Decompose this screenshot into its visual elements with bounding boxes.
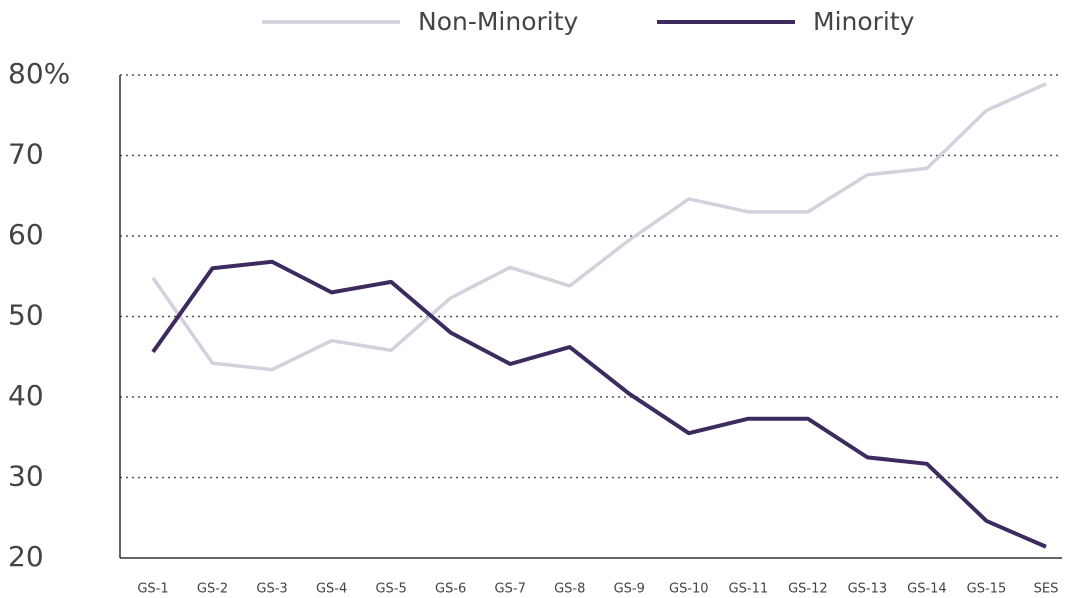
x-tick-label: GS-15: [967, 582, 1007, 597]
legend-label: Non-Minority: [418, 7, 579, 36]
x-tick-label: GS-13: [848, 582, 888, 597]
x-tick-label: GS-12: [788, 582, 828, 597]
y-tick-label: 50: [8, 299, 44, 332]
x-tick-label: GS-11: [729, 582, 769, 597]
legend-label: Minority: [813, 7, 915, 36]
x-tick-label: GS-8: [554, 582, 585, 597]
x-tick-label: GS-6: [435, 582, 466, 597]
x-tick-label: GS-9: [614, 582, 645, 597]
x-tick-label: GS-14: [907, 582, 947, 597]
x-tick-label: GS-5: [375, 582, 406, 597]
y-tick-label: 20: [8, 540, 44, 573]
y-tick-label: 40: [8, 379, 44, 412]
x-tick-label: SES: [1034, 582, 1059, 597]
y-tick-label: 60: [8, 218, 44, 251]
series-line: [151, 82, 1047, 372]
y-tick-label: 70: [8, 138, 44, 171]
x-tick-label: GS-10: [669, 582, 709, 597]
x-tick-label: GS-2: [197, 582, 228, 597]
x-tick-label: GS-3: [256, 582, 287, 597]
x-tick-label: GS-7: [495, 582, 526, 597]
series-line: [151, 259, 1047, 549]
x-tick-label: GS-4: [316, 582, 347, 597]
y-tick-label: 80%: [8, 57, 70, 90]
x-tick-label: GS-1: [137, 582, 168, 597]
y-tick-label: 30: [8, 460, 44, 493]
